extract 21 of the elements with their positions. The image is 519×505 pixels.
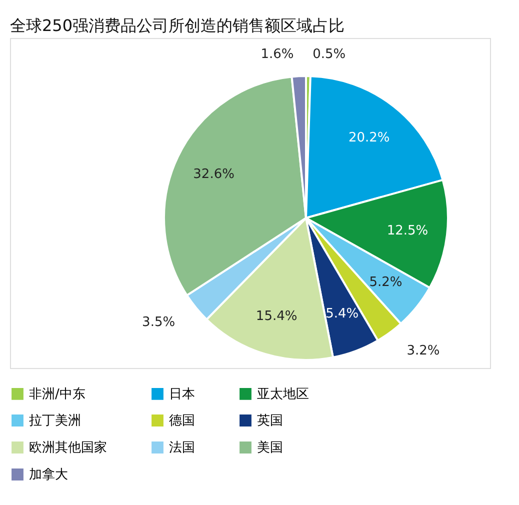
chart-title: 全球250强消费品公司所创造的销售额区域占比	[10, 16, 345, 35]
legend-label: 非洲/中东	[29, 386, 86, 402]
legend-label: 德国	[169, 414, 195, 428]
data-label: 12.5%	[386, 223, 428, 238]
data-label: 15.4%	[256, 308, 298, 324]
legend-label: 英国	[257, 414, 283, 428]
legend-label: 法国	[169, 440, 195, 456]
legend-label: 加拿大	[29, 468, 68, 482]
data-label: 20.2%	[348, 130, 390, 146]
legend-label: 日本	[169, 386, 195, 402]
data-label: 3.5%	[142, 314, 176, 330]
data-label: 32.6%	[193, 166, 234, 182]
data-label: 5.2%	[369, 274, 402, 290]
data-label: 3.2%	[406, 343, 440, 358]
legend-label: 亚太地区	[257, 386, 309, 402]
data-label: 0.5%	[312, 47, 346, 62]
data-label: 5.4%	[326, 306, 359, 322]
legend-label: 拉丁美洲	[29, 412, 81, 428]
legend-label: 美国	[257, 440, 283, 456]
data-label: 1.6%	[260, 47, 294, 62]
legend-label: 欧洲其他国家	[29, 440, 107, 456]
